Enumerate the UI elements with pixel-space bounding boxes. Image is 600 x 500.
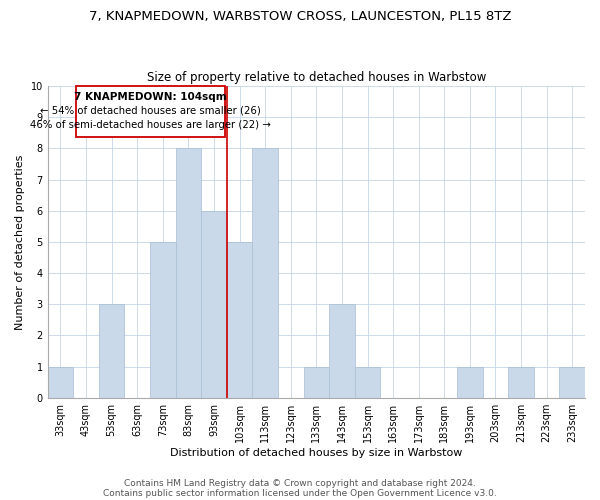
Bar xyxy=(457,366,482,398)
Bar xyxy=(508,366,534,398)
Bar xyxy=(559,366,585,398)
Text: 46% of semi-detached houses are larger (22) →: 46% of semi-detached houses are larger (… xyxy=(30,120,271,130)
Bar xyxy=(47,366,73,398)
Text: Contains public sector information licensed under the Open Government Licence v3: Contains public sector information licen… xyxy=(103,488,497,498)
Text: ← 54% of detached houses are smaller (26): ← 54% of detached houses are smaller (26… xyxy=(40,106,261,116)
Bar xyxy=(76,86,226,136)
Y-axis label: Number of detached properties: Number of detached properties xyxy=(15,154,25,330)
Text: 7 KNAPMEDOWN: 104sqm: 7 KNAPMEDOWN: 104sqm xyxy=(74,92,227,102)
Bar xyxy=(150,242,176,398)
Title: Size of property relative to detached houses in Warbstow: Size of property relative to detached ho… xyxy=(146,70,486,84)
Bar xyxy=(253,148,278,398)
Bar xyxy=(355,366,380,398)
Text: Contains HM Land Registry data © Crown copyright and database right 2024.: Contains HM Land Registry data © Crown c… xyxy=(124,478,476,488)
Bar xyxy=(304,366,329,398)
Bar xyxy=(227,242,253,398)
Bar xyxy=(201,210,227,398)
X-axis label: Distribution of detached houses by size in Warbstow: Distribution of detached houses by size … xyxy=(170,448,463,458)
Bar xyxy=(329,304,355,398)
Text: 7, KNAPMEDOWN, WARBSTOW CROSS, LAUNCESTON, PL15 8TZ: 7, KNAPMEDOWN, WARBSTOW CROSS, LAUNCESTO… xyxy=(89,10,511,23)
Bar xyxy=(176,148,201,398)
Bar xyxy=(99,304,124,398)
